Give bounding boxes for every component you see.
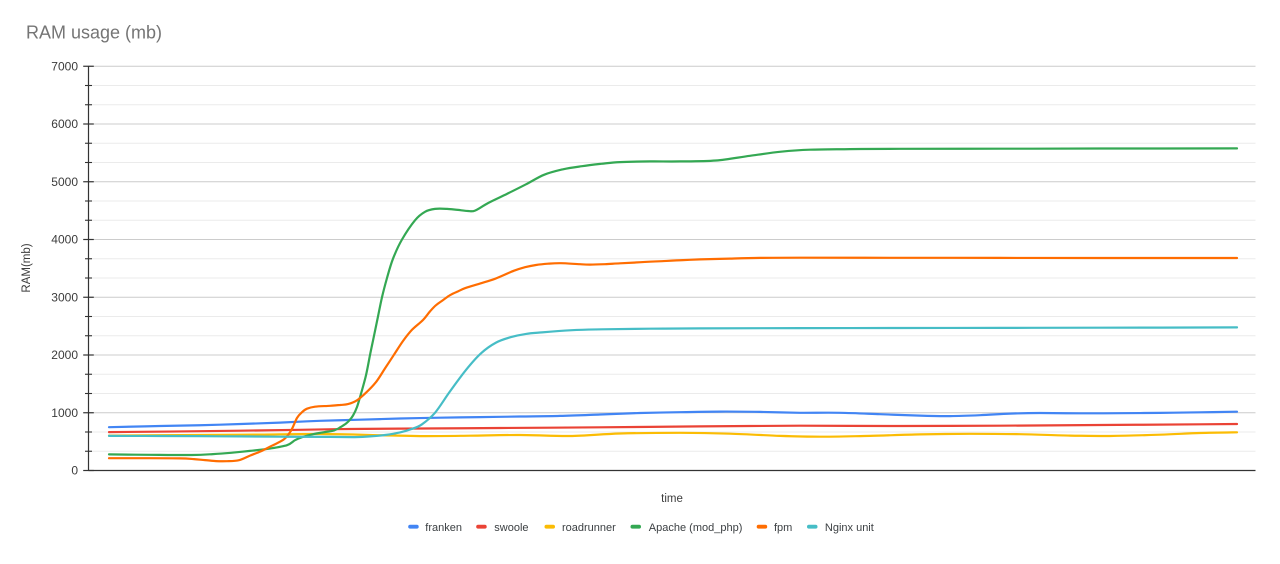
svg-text:swoole: swoole xyxy=(494,522,528,534)
svg-text:franken: franken xyxy=(425,522,462,534)
svg-text:0: 0 xyxy=(71,464,78,478)
svg-text:Nginx unit: Nginx unit xyxy=(825,522,874,534)
svg-text:fpm: fpm xyxy=(774,522,792,534)
svg-text:time: time xyxy=(661,493,683,505)
svg-text:6000: 6000 xyxy=(51,117,78,131)
svg-text:2000: 2000 xyxy=(51,348,78,362)
svg-text:7000: 7000 xyxy=(51,60,78,74)
svg-text:roadrunner: roadrunner xyxy=(562,522,616,534)
svg-text:5000: 5000 xyxy=(51,175,78,189)
svg-text:3000: 3000 xyxy=(51,290,78,304)
svg-text:RAM(mb): RAM(mb) xyxy=(21,243,33,292)
svg-text:Apache (mod_php): Apache (mod_php) xyxy=(649,522,743,534)
svg-text:1000: 1000 xyxy=(51,406,78,420)
svg-text:4000: 4000 xyxy=(51,233,78,247)
svg-text:RAM usage (mb): RAM usage (mb) xyxy=(26,23,162,43)
